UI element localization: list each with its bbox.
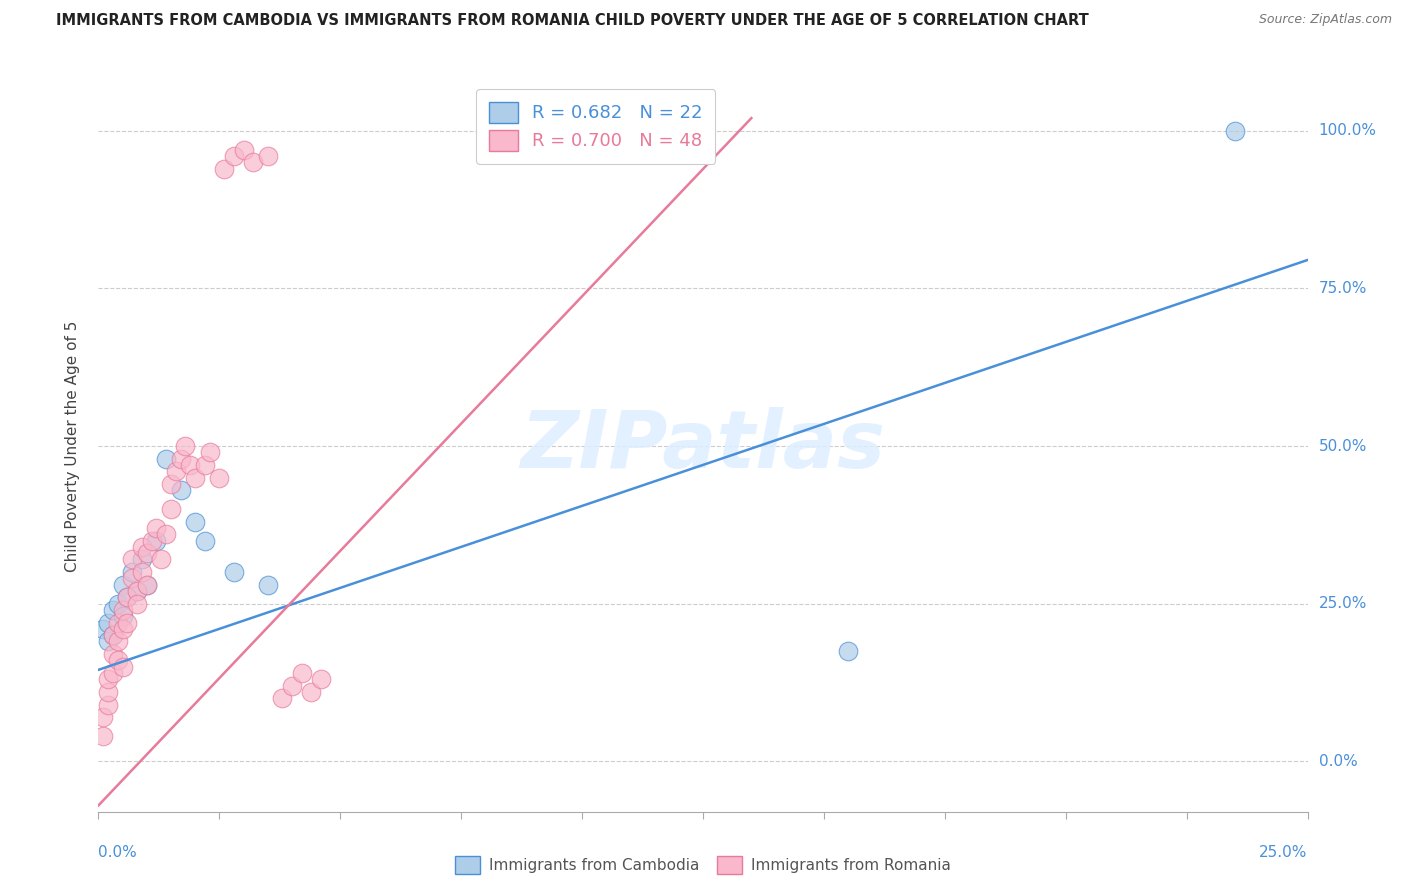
Point xyxy=(198,445,221,459)
Point xyxy=(111,609,134,624)
Point xyxy=(155,451,177,466)
Point xyxy=(101,628,124,642)
Point xyxy=(145,521,167,535)
Point xyxy=(150,552,173,566)
Text: 0.0%: 0.0% xyxy=(1319,754,1357,769)
Point xyxy=(135,578,157,592)
Point xyxy=(121,571,143,585)
Point xyxy=(165,464,187,478)
Text: 25.0%: 25.0% xyxy=(1319,596,1367,611)
Point xyxy=(111,659,134,673)
Point xyxy=(117,591,139,605)
Point xyxy=(111,622,134,636)
Point xyxy=(222,149,245,163)
Point xyxy=(1223,124,1246,138)
Point xyxy=(91,710,114,724)
Y-axis label: Child Poverty Under the Age of 5: Child Poverty Under the Age of 5 xyxy=(65,320,80,572)
Point xyxy=(111,578,134,592)
Point xyxy=(121,552,143,566)
Point xyxy=(155,527,177,541)
Point xyxy=(97,615,120,630)
Text: 0.0%: 0.0% xyxy=(98,845,138,860)
Text: 25.0%: 25.0% xyxy=(1260,845,1308,860)
Point xyxy=(184,515,207,529)
Point xyxy=(101,603,124,617)
Point xyxy=(212,161,235,176)
Point xyxy=(271,691,294,706)
Text: Source: ZipAtlas.com: Source: ZipAtlas.com xyxy=(1258,13,1392,27)
Point xyxy=(281,679,304,693)
Point xyxy=(169,451,191,466)
Point xyxy=(194,458,217,472)
Text: ZIPatlas: ZIPatlas xyxy=(520,407,886,485)
Point xyxy=(232,143,254,157)
Point xyxy=(101,628,124,642)
Point xyxy=(127,597,149,611)
Text: 100.0%: 100.0% xyxy=(1319,123,1376,138)
Point xyxy=(184,470,207,484)
Point xyxy=(837,644,859,658)
Point xyxy=(299,685,322,699)
Point xyxy=(160,476,183,491)
Point xyxy=(194,533,217,548)
Point xyxy=(97,673,120,687)
Point xyxy=(131,552,153,566)
Point xyxy=(160,502,183,516)
Point xyxy=(97,698,120,712)
Legend: Immigrants from Cambodia, Immigrants from Romania: Immigrants from Cambodia, Immigrants fro… xyxy=(449,850,957,880)
Point xyxy=(107,634,129,648)
Text: IMMIGRANTS FROM CAMBODIA VS IMMIGRANTS FROM ROMANIA CHILD POVERTY UNDER THE AGE : IMMIGRANTS FROM CAMBODIA VS IMMIGRANTS F… xyxy=(56,13,1090,29)
Point xyxy=(111,603,134,617)
Text: 75.0%: 75.0% xyxy=(1319,281,1367,296)
Point xyxy=(107,653,129,667)
Point xyxy=(97,685,120,699)
Point xyxy=(127,584,149,599)
Point xyxy=(101,647,124,661)
Point xyxy=(256,578,278,592)
Point xyxy=(145,533,167,548)
Point xyxy=(107,615,129,630)
Point xyxy=(208,470,231,484)
Point xyxy=(174,439,197,453)
Point xyxy=(135,546,157,560)
Point xyxy=(97,634,120,648)
Point xyxy=(121,565,143,579)
Point xyxy=(91,729,114,743)
Point xyxy=(179,458,201,472)
Point xyxy=(242,155,264,169)
Point xyxy=(131,565,153,579)
Point xyxy=(256,149,278,163)
Point xyxy=(290,665,312,680)
Point xyxy=(141,533,163,548)
Point xyxy=(117,615,139,630)
Point xyxy=(91,622,114,636)
Point xyxy=(117,591,139,605)
Text: 50.0%: 50.0% xyxy=(1319,439,1367,453)
Point xyxy=(107,597,129,611)
Point xyxy=(169,483,191,497)
Point xyxy=(131,540,153,554)
Point xyxy=(135,578,157,592)
Point xyxy=(101,665,124,680)
Point xyxy=(222,565,245,579)
Point xyxy=(309,673,332,687)
Point xyxy=(127,584,149,599)
Legend: R = 0.682   N = 22, R = 0.700   N = 48: R = 0.682 N = 22, R = 0.700 N = 48 xyxy=(477,89,716,163)
